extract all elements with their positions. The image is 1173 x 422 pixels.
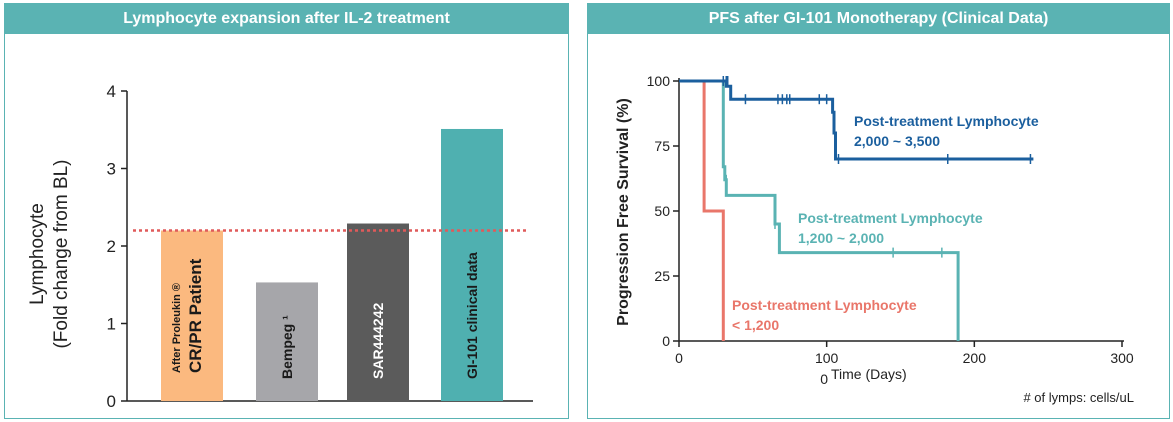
y-tick-label: 25 [654,268,670,284]
series-label: Post-treatment Lymphocyte [798,210,983,226]
series-label: Post-treatment Lymphocyte [854,113,1039,129]
bar-label-small: After Proleukin ® [171,283,183,373]
x-axis-label: Time (Days) [831,366,907,382]
bar-label: GI-101 clinical data [464,252,480,379]
series-label: Post-treatment Lymphocyte [732,297,917,313]
y-tick-label: 0 [662,333,670,349]
series-label-range: 2,000 ~ 3,500 [854,133,940,149]
y-tick-label: 4 [107,82,116,101]
y-tick-label: 50 [654,203,670,219]
bar [347,223,409,401]
x-tick-label: 200 [963,350,987,366]
pfs-panel: PFS after GI-101 Monotherapy (Clinical D… [587,3,1170,419]
footnote: # of lymps: cells/uL [1023,390,1134,405]
series-line [679,79,960,341]
km-chart: Progression Free Survival (%) 0 Time (Da… [615,73,1134,405]
series-line [679,79,725,341]
y-tick-label: 2 [107,237,116,256]
bar-label: CR/PR Patient [186,258,205,373]
y-axis-label: Lymphocyte [27,203,48,305]
bar-label: SAR444242 [370,303,386,379]
bar [256,282,318,401]
y-tick-label: 100 [647,73,671,89]
bar-label: Bempeg ¹ [279,315,295,379]
x-tick-label: 100 [815,350,839,366]
bar [441,128,503,401]
bar-label-group: GI-101 clinical data [464,252,480,379]
bar [161,230,223,401]
x-axis-label-prefix: 0 [820,371,828,387]
bar-label-group: Bempeg ¹ [279,315,295,379]
lymphocyte-expansion-panel: Lymphocyte expansion after IL-2 treatmen… [4,3,569,419]
y-tick-label: 1 [107,315,116,334]
bar-label-group: After Proleukin ® CR/PR Patient [171,258,205,373]
bar-label-group: SAR444242 [370,303,386,379]
x-tick-label: 300 [1110,350,1134,366]
series-label-range: < 1,200 [732,317,779,333]
y-tick-label: 0 [107,392,116,411]
y-axis-label-2: (Fold change from BL) [51,159,72,348]
series-label-range: 1,200 ~ 2,000 [798,230,884,246]
y-tick-label: 3 [107,160,116,179]
panel-title: Lymphocyte expansion after IL-2 treatmen… [5,4,568,34]
y-axis-label: Progression Free Survival (%) [615,98,632,326]
panel-title: PFS after GI-101 Monotherapy (Clinical D… [588,4,1169,34]
bar-chart: Lymphocyte (Fold change from BL) 0 1 2 3 4 Af… [27,82,533,411]
y-tick-label: 75 [654,138,670,154]
x-tick-label: 0 [675,350,683,366]
